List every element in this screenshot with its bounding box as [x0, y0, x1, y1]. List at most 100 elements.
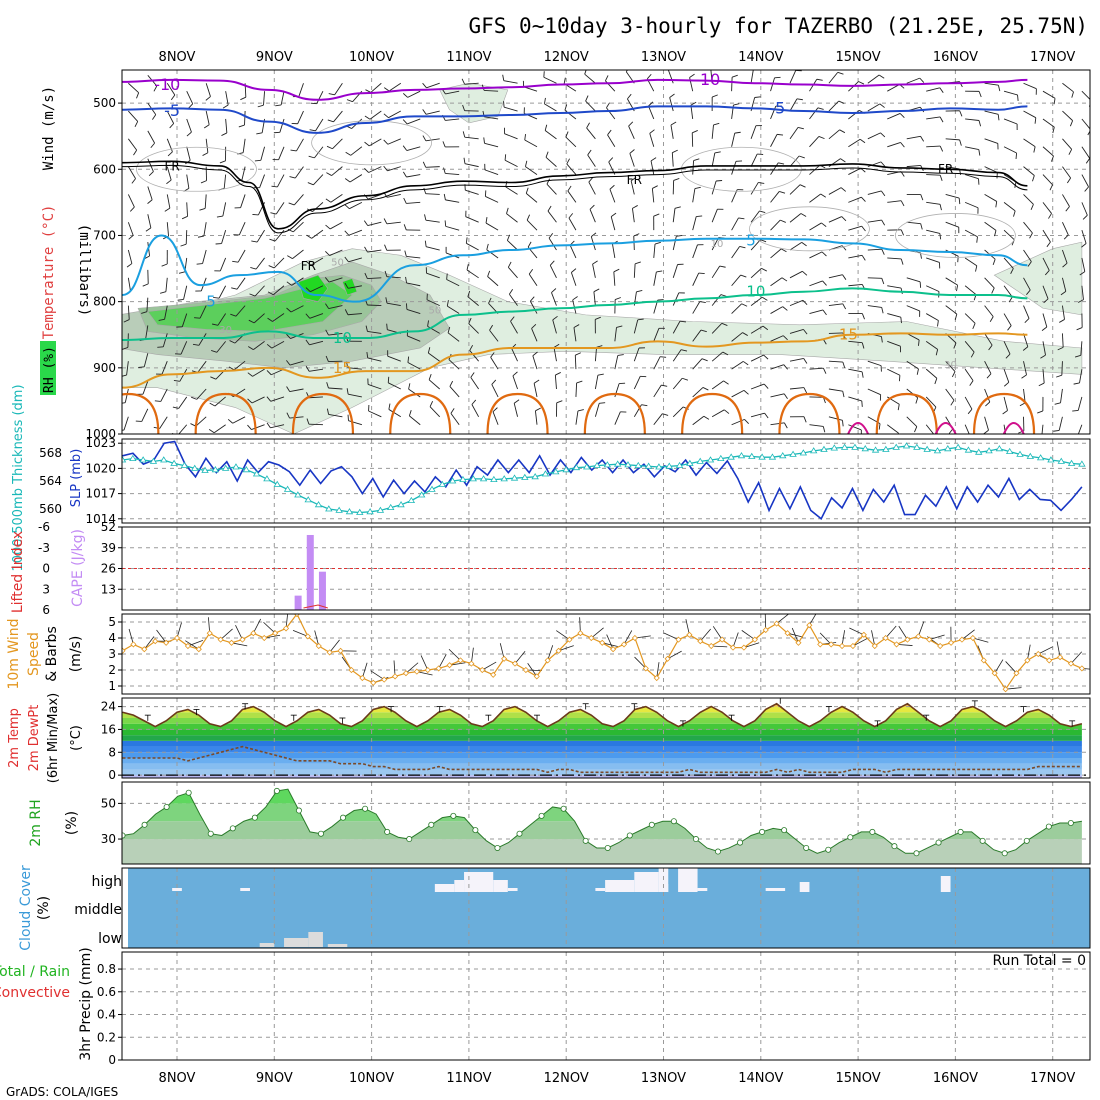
wind10-speed-point — [937, 642, 944, 650]
wind-barb-flag — [634, 261, 641, 265]
wind-barb-flag — [661, 384, 668, 387]
wind-barb — [253, 340, 265, 351]
wind-barb-flag — [1040, 354, 1046, 359]
wind-barb-flag — [1007, 325, 1012, 331]
cloud-cell — [172, 888, 182, 891]
wind-barb-flag — [953, 342, 957, 349]
rh-point — [207, 830, 214, 837]
wind-barb — [906, 277, 921, 283]
wind-barb — [526, 219, 538, 231]
wind-barb-flag — [764, 412, 769, 419]
wind-barb-flag — [247, 372, 253, 377]
wind-barb-flag — [180, 243, 187, 247]
wind-barb-flag — [900, 142, 905, 148]
wind-barb — [445, 172, 460, 176]
rh-point — [251, 814, 258, 821]
wind-barb — [692, 358, 703, 370]
wind-barb — [328, 305, 343, 310]
rh-point — [560, 805, 567, 812]
thickness-point — [975, 448, 983, 455]
wind-barb-flag — [525, 160, 528, 167]
contour-label: FR — [301, 259, 316, 273]
wind-barb — [524, 139, 538, 148]
temperature-band — [122, 718, 1082, 724]
rh-point — [913, 850, 920, 857]
wind-barb — [222, 202, 227, 217]
wind10-speed-point — [511, 660, 519, 667]
lifted-index-label: Lifted Index — [10, 531, 26, 613]
wind10-speed-point — [620, 641, 628, 648]
wind-barb — [425, 193, 440, 195]
wind-barb — [289, 360, 304, 366]
wind-barb — [926, 285, 940, 292]
wind-barb-flag — [615, 297, 621, 300]
wind-barb-flag — [932, 436, 935, 441]
wind-barb — [984, 388, 991, 403]
wind-barb-flag — [138, 366, 145, 368]
thickness-point — [221, 464, 230, 471]
cloud-cell — [799, 882, 810, 892]
wind-barb-flag — [1051, 155, 1054, 162]
wind-barb-flag — [364, 272, 368, 279]
rh-point — [384, 828, 391, 835]
wind-barb-flag — [404, 250, 407, 257]
wind-barb-flag — [213, 297, 220, 299]
wind-barb-flag — [444, 220, 447, 227]
wind-barb — [407, 118, 421, 125]
wind-barb-flag — [1054, 402, 1061, 405]
wind-barb — [491, 384, 499, 398]
top-date-label: 17NOV — [1030, 50, 1075, 65]
wind-barb-flag — [216, 215, 223, 218]
wind-barb-flag — [141, 311, 148, 314]
wind-barb — [574, 355, 577, 370]
contour-label: 30 — [944, 360, 957, 371]
wind-barb — [650, 160, 655, 175]
wind-barb-flag — [1029, 232, 1033, 239]
wind-barb-flag — [563, 77, 566, 84]
wind-barb — [1042, 229, 1051, 243]
wind-barb-flag — [345, 361, 349, 368]
wind-barb — [512, 375, 518, 390]
wind-barb — [128, 110, 139, 122]
wind-barb — [984, 138, 998, 144]
top-date-label: 13NOV — [641, 50, 686, 65]
wind-barb-flag — [266, 370, 272, 376]
wind-barb — [789, 242, 802, 251]
wind-barb-flag — [975, 265, 978, 272]
wind-barb — [566, 163, 577, 175]
wind-barb-flag — [164, 207, 171, 212]
wind-barb-flag — [1002, 410, 1008, 415]
wind-barb-flag — [763, 354, 769, 360]
wind-barb-flag — [781, 277, 788, 282]
wind-barb-flag — [247, 424, 252, 430]
wind-barb — [1042, 313, 1048, 328]
wind-barb-flag — [251, 240, 258, 243]
wind-barb-flag — [1060, 291, 1067, 296]
thickness-point — [706, 456, 715, 463]
wind-barb — [233, 360, 246, 371]
wind10-barb — [1038, 646, 1053, 655]
wind-barb-flag — [427, 347, 431, 354]
wind-barb-flag — [861, 371, 864, 378]
wind-barb-flag — [628, 121, 634, 127]
wind-barb — [770, 335, 784, 342]
wind-barb-flag — [422, 82, 427, 89]
thickness-point — [387, 503, 395, 511]
wind-barb-flag — [702, 387, 709, 391]
wind10-speed-point — [122, 647, 126, 654]
wind-barb — [906, 333, 920, 341]
wind-barb-flag — [1077, 299, 1084, 303]
wind-barb — [828, 388, 843, 392]
wind-barb — [984, 110, 999, 115]
wind-barb — [848, 283, 863, 287]
cloud-cell — [634, 872, 659, 892]
temperature-band — [122, 775, 1082, 778]
rh-point — [273, 787, 280, 794]
tick-label: 2 — [108, 663, 116, 677]
wind-barb-flag — [449, 380, 454, 387]
rh-point — [1001, 850, 1008, 857]
wind-barb-flag — [610, 212, 617, 218]
wind-barb — [298, 83, 304, 97]
tick-label: 8 — [108, 745, 116, 759]
wind-barb — [1003, 229, 1015, 241]
